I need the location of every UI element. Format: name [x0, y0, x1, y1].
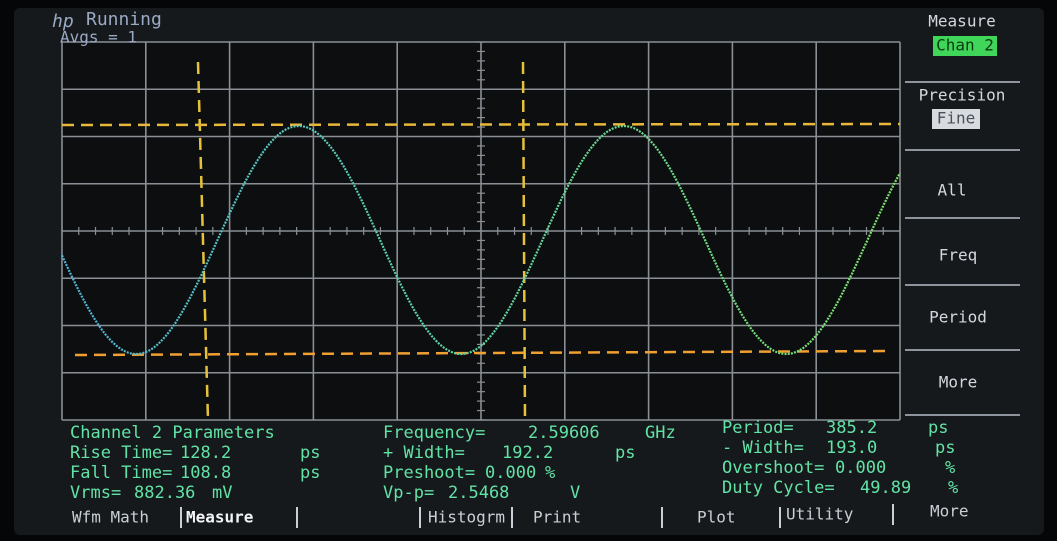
- menu-item[interactable]: More: [930, 502, 969, 521]
- measure-value: 385.2: [826, 418, 877, 438]
- measure-unit: ps: [935, 438, 955, 458]
- measure-value: 192.2: [502, 443, 553, 463]
- measure-unit: mV: [212, 483, 232, 503]
- menu-item[interactable]: Wfm Math: [72, 508, 149, 527]
- measure-value: 2.59606: [528, 423, 600, 443]
- menu-item[interactable]: Histogrm: [428, 508, 505, 527]
- menu-item[interactable]: Measure: [186, 508, 253, 527]
- measure-label: Period=: [722, 418, 794, 438]
- measure-label: Duty Cycle=: [722, 478, 835, 498]
- measure-unit: ps: [300, 463, 320, 483]
- measure-label: Vp-p=: [383, 483, 434, 503]
- measure-unit: %: [948, 478, 958, 498]
- measure-label: Preshoot=: [383, 463, 475, 483]
- menu-item[interactable]: Plot: [697, 508, 736, 527]
- softkey-label[interactable]: More: [939, 373, 978, 392]
- cursor-horizontal: [62, 124, 900, 125]
- measure-unit: %: [545, 463, 555, 483]
- measure-label: - Width=: [722, 438, 804, 458]
- averages: Avgs = 1: [60, 28, 137, 47]
- measure-unit: V: [570, 483, 580, 503]
- menu-item[interactable]: Utility: [786, 505, 854, 524]
- measure-value: 2.5468: [448, 483, 509, 503]
- measure-value: 882.36: [134, 483, 195, 503]
- oscilloscope-screen: hp Running Avgs = 1 Measure Chan 2 Preci…: [0, 0, 1057, 541]
- measure-label: Frequency=: [383, 423, 485, 443]
- softkey-label[interactable]: Freq: [939, 246, 978, 265]
- softkey-value[interactable]: Chan 2: [936, 36, 994, 55]
- measure-value: 0.000: [835, 458, 886, 478]
- measurements-title: Channel 2 Parameters: [70, 423, 275, 443]
- measure-label: Overshoot=: [722, 458, 824, 478]
- measure-unit: %: [945, 458, 955, 478]
- softkey-label: Measure: [928, 12, 995, 31]
- measure-unit: ps: [615, 443, 635, 463]
- softkey-label[interactable]: Precision: [919, 86, 1006, 105]
- softkey-label[interactable]: Period: [929, 308, 987, 327]
- measure-label: + Width=: [383, 443, 465, 463]
- measure-value: 108.8: [180, 463, 231, 483]
- measure-label: Fall Time=: [70, 463, 172, 483]
- measure-unit: ps: [300, 443, 320, 463]
- measure-label: Rise Time=: [70, 443, 172, 463]
- measure-value: 49.89: [860, 478, 911, 498]
- menu-item[interactable]: Print: [533, 508, 581, 527]
- measure-unit: ps: [928, 418, 948, 438]
- measure-value: 193.0: [826, 438, 877, 458]
- softkey-value[interactable]: Fine: [937, 109, 976, 128]
- measure-label: Vrms=: [70, 483, 121, 503]
- softkey-label[interactable]: All: [938, 181, 967, 200]
- measure-value: 0.000: [485, 463, 536, 483]
- measure-unit: GHz: [645, 423, 676, 443]
- measure-value: 128.2: [180, 443, 231, 463]
